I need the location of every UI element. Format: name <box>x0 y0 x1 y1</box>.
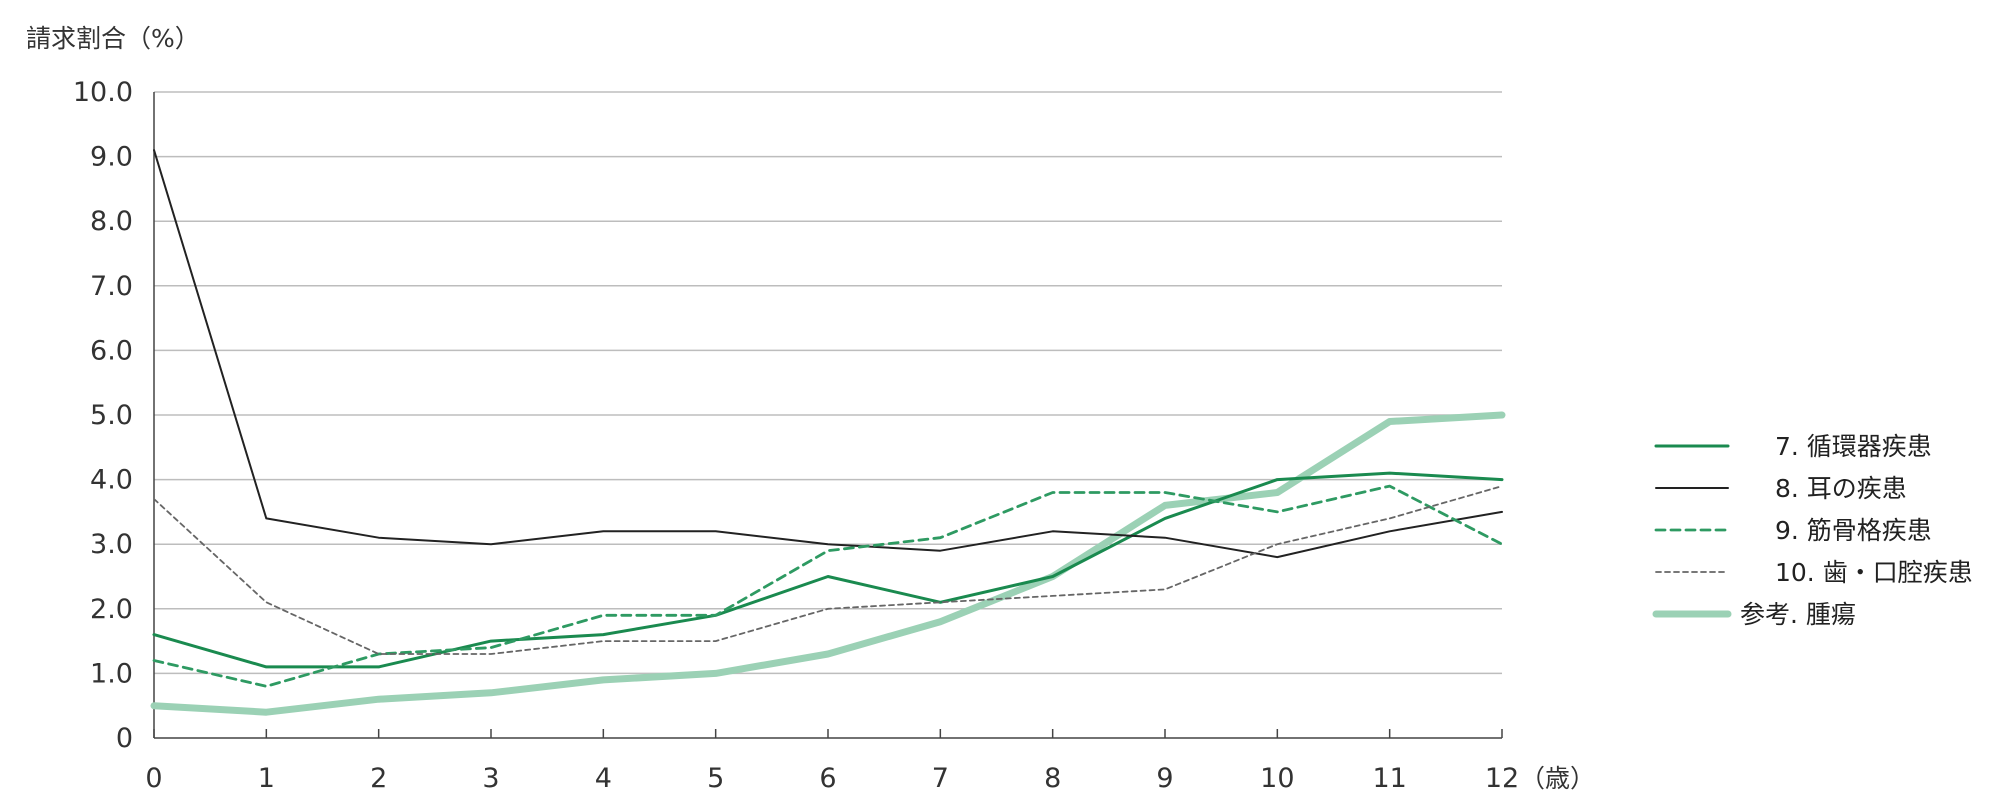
x-tick-label: 0 <box>145 763 162 792</box>
y-tick-label: 7.0 <box>90 271 133 302</box>
legend-label-1: 7. 循環器疾患 <box>1775 432 1932 461</box>
y-tick-label: 2.0 <box>90 594 133 625</box>
legend-label-3: 9. 筋骨格疾患 <box>1775 516 1932 545</box>
series-line-5 <box>150 411 1506 716</box>
x-tick-label: 11 <box>1372 763 1406 792</box>
x-tick-label: 7 <box>932 763 949 792</box>
x-tick-label: 8 <box>1044 763 1061 792</box>
y-tick-label: 9.0 <box>90 142 133 173</box>
x-axis-unit: （歳） <box>1520 764 1595 792</box>
y-tick-label: 6.0 <box>90 335 133 366</box>
x-tick-label: 5 <box>707 763 724 792</box>
series-line-3 <box>152 484 1504 688</box>
legend-label-5: 参考. 腫瘍 <box>1740 600 1856 629</box>
x-tick-label: 2 <box>370 763 387 792</box>
x-tick-label: 3 <box>482 763 499 792</box>
y-tick-label: 3.0 <box>90 529 133 560</box>
x-tick-label: 4 <box>595 763 612 792</box>
y-tick-label: 0 <box>116 723 133 754</box>
series-lines <box>150 149 1506 716</box>
y-tick-label: 8.0 <box>90 206 133 237</box>
y-tick-label: 10.0 <box>73 77 133 108</box>
x-tick-label: 10 <box>1260 763 1294 792</box>
x-tick-label: 6 <box>819 763 836 792</box>
series-line-2 <box>153 149 1503 559</box>
legend-label-2: 8. 耳の疾患 <box>1775 474 1907 503</box>
axes: 01.02.03.04.05.06.07.08.09.010.00 1 2 3 4 5 6 7… <box>73 77 1595 792</box>
legend-label-4: 10. 歯・口腔疾患 <box>1775 558 1973 587</box>
series-line-1 <box>152 471 1504 669</box>
y-tick-label: 4.0 <box>90 465 133 496</box>
series-line-4 <box>153 485 1503 655</box>
y-axis-label: 請求割合（%） <box>26 24 200 53</box>
x-tick-label: 9 <box>1156 763 1173 792</box>
y-tick-label: 1.0 <box>90 658 133 689</box>
x-tick-label: 1 <box>258 763 275 792</box>
gridlines <box>154 91 1502 675</box>
x-tick-label: 12 <box>1485 763 1519 792</box>
y-tick-label: 5.0 <box>90 400 133 431</box>
